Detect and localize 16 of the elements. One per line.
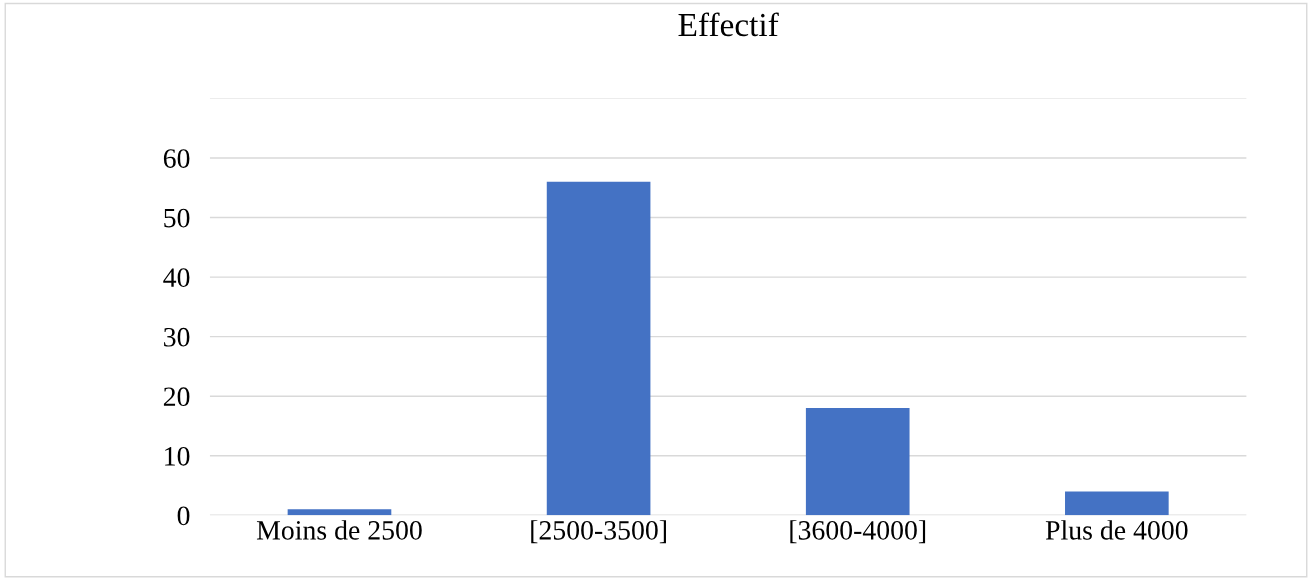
x-tick-label: Moins de 2500	[256, 520, 422, 540]
bar	[546, 181, 651, 516]
bar	[1065, 491, 1169, 516]
y-tick-label: 40	[163, 268, 190, 287]
y-tick-label: 0	[177, 506, 190, 526]
y-tick-label: 20	[163, 387, 190, 407]
chart-title: Effectif	[678, 12, 779, 37]
x-tick-label: Plus de 4000	[1045, 520, 1188, 540]
y-tick-label: 50	[164, 208, 190, 228]
y-tick-label: 10	[165, 446, 190, 466]
bar	[805, 408, 910, 516]
x-tick-label: [3600-4000]	[790, 520, 926, 544]
y-tick-label: 60	[163, 149, 190, 168]
y-tick-label: 30	[164, 327, 190, 347]
x-tick-label: [2500-3500]	[531, 520, 666, 544]
bar	[287, 509, 392, 516]
